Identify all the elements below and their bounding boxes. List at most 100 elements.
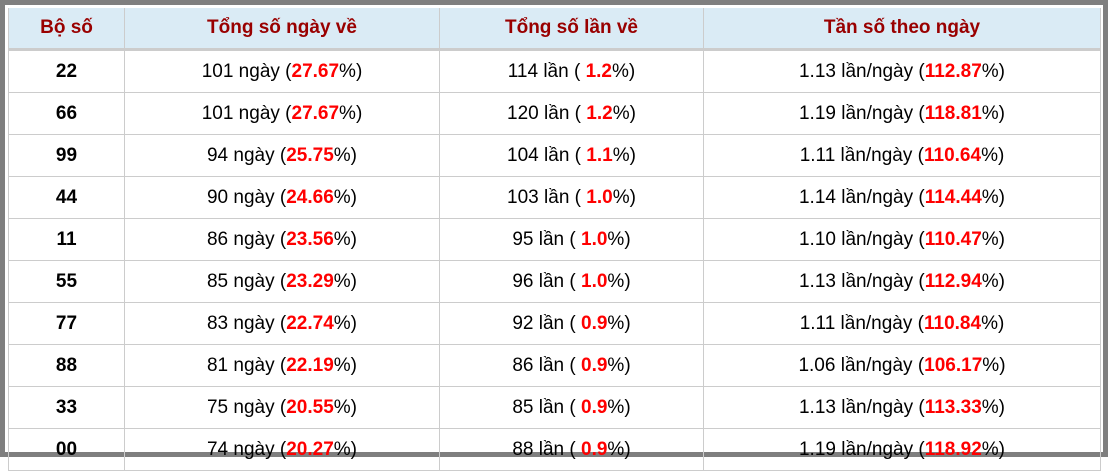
tan-so-pct: 110.84: [924, 312, 982, 334]
stats-table: Bộ số Tổng số ngày về Tổng số lần về Tần…: [8, 8, 1101, 471]
lan-pct: 1.0: [581, 270, 608, 292]
tan-so-cell: 1.14 lần/ngày (114.44%): [703, 176, 1101, 219]
lan-pct: 0.9: [581, 438, 608, 460]
ngay-cell: 101 ngày (27.67%): [124, 49, 440, 93]
lan-cell: 103 lần ( 1.0%): [439, 176, 704, 219]
ngay-pct: 20.27: [286, 438, 334, 460]
header-row: Bộ số Tổng số ngày về Tổng số lần về Tần…: [8, 8, 1101, 51]
table-row: 99 94 ngày (25.75%) 104 lần ( 1.1%) 1.11 lầ…: [8, 134, 1101, 177]
ngay-cell: 94 ngày (25.75%): [124, 134, 440, 177]
ngay-pct: 22.19: [286, 354, 334, 376]
lan-cell: 85 lần ( 0.9%): [439, 386, 704, 429]
lan-count: 88: [512, 438, 534, 460]
ngay-count: 90: [206, 186, 229, 208]
tan-so-pct: 114.44: [924, 186, 982, 208]
lan-cell: 114 lần ( 1.2%): [439, 49, 704, 93]
lan-count: 92: [512, 312, 534, 334]
table-row: 88 81 ngày (22.19%) 86 lần ( 0.9%) 1.06 lần…: [8, 344, 1101, 387]
tan-so-pct: 118.92: [924, 438, 982, 460]
tan-so-cell: 1.13 lần/ngày (112.87%): [703, 49, 1101, 93]
bo-so-cell: 22: [8, 49, 125, 93]
ngay-pct: 24.66: [286, 186, 334, 208]
lan-cell: 96 lần ( 1.0%): [439, 260, 704, 303]
header-tan-so: Tần số theo ngày: [703, 8, 1101, 51]
lan-count: 103: [507, 186, 539, 208]
bo-so-cell: 33: [8, 386, 125, 429]
tan-so-cell: 1.19 lần/ngày (118.92%): [703, 428, 1101, 471]
lan-count: 96: [512, 270, 534, 292]
lan-pct: 1.0: [586, 186, 613, 208]
lan-pct: 0.9: [581, 312, 608, 334]
header-bo-so: Bộ số: [8, 8, 125, 51]
header-tong-so-ngay: Tổng số ngày về: [124, 8, 440, 51]
tan-so-cell: 1.06 lần/ngày (106.17%): [703, 344, 1101, 387]
tan-so-value: 1.10: [798, 228, 836, 250]
tan-so-value: 1.13: [798, 60, 836, 82]
tan-so-cell: 1.11 lần/ngày (110.84%): [703, 302, 1101, 345]
tan-so-pct: 113.33: [924, 396, 982, 418]
table-row: 77 83 ngày (22.74%) 92 lần ( 0.9%) 1.11 lần…: [8, 302, 1101, 345]
table-row: 22 101 ngày (27.67%) 114 lần ( 1.2%) 1.13 l…: [8, 49, 1101, 93]
header-tong-so-lan: Tổng số lần về: [439, 8, 704, 51]
ngay-cell: 75 ngày (20.55%): [124, 386, 440, 429]
tan-so-cell: 1.13 lần/ngày (113.33%): [703, 386, 1101, 429]
lan-pct: 1.1: [586, 144, 613, 166]
lan-pct: 0.9: [581, 396, 608, 418]
ngay-cell: 85 ngày (23.29%): [124, 260, 440, 303]
lan-cell: 92 lần ( 0.9%): [439, 302, 704, 345]
ngay-cell: 83 ngày (22.74%): [124, 302, 440, 345]
tan-so-value: 1.06: [798, 354, 836, 376]
tan-so-cell: 1.10 lần/ngày (110.47%): [703, 218, 1101, 261]
tan-so-value: 1.19: [798, 438, 836, 460]
ngay-count: 101: [201, 102, 234, 124]
ngay-cell: 81 ngày (22.19%): [124, 344, 440, 387]
tan-so-cell: 1.11 lần/ngày (110.64%): [703, 134, 1101, 177]
lan-count: 104: [507, 144, 539, 166]
ngay-pct: 23.56: [286, 228, 334, 250]
ngay-count: 81: [206, 354, 229, 376]
ngay-count: 86: [206, 228, 229, 250]
tan-so-pct: 110.47: [924, 228, 982, 250]
ngay-pct: 20.55: [286, 396, 334, 418]
tan-so-pct: 110.64: [924, 144, 982, 166]
table-row: 66 101 ngày (27.67%) 120 lần ( 1.2%) 1.19 l…: [8, 92, 1101, 135]
tan-so-value: 1.13: [798, 270, 836, 292]
ngay-cell: 101 ngày (27.67%): [124, 92, 440, 135]
tan-so-value: 1.14: [798, 186, 836, 208]
ngay-pct: 23.29: [286, 270, 334, 292]
lan-pct: 0.9: [581, 354, 608, 376]
tan-so-pct: 112.94: [924, 270, 982, 292]
bo-so-cell: 55: [8, 260, 125, 303]
tan-so-value: 1.11: [799, 144, 836, 166]
ngay-pct: 25.75: [286, 144, 334, 166]
lan-count: 86: [512, 354, 534, 376]
table-row: 44 90 ngày (24.66%) 103 lần ( 1.0%) 1.14 lầ…: [8, 176, 1101, 219]
lan-count: 120: [507, 102, 539, 124]
ngay-pct: 27.67: [291, 60, 340, 82]
tan-so-value: 1.19: [798, 102, 836, 124]
lan-count: 114: [507, 60, 539, 82]
ngay-count: 74: [206, 438, 229, 460]
tan-so-pct: 106.17: [924, 354, 983, 376]
ngay-count: 94: [206, 144, 229, 166]
ngay-cell: 86 ngày (23.56%): [124, 218, 440, 261]
bo-so-cell: 88: [8, 344, 125, 387]
lan-pct: 1.2: [585, 60, 612, 82]
ngay-cell: 74 ngày (20.27%): [124, 428, 440, 471]
lan-cell: 104 lần ( 1.1%): [439, 134, 704, 177]
lan-cell: 88 lần ( 0.9%): [439, 428, 704, 471]
table-row: 11 86 ngày (23.56%) 95 lần ( 1.0%) 1.10 lần…: [8, 218, 1101, 261]
table-row: 00 74 ngày (20.27%) 88 lần ( 0.9%) 1.19 lần…: [8, 428, 1101, 471]
ngay-pct: 27.67: [291, 102, 340, 124]
bo-so-cell: 00: [8, 428, 125, 471]
bo-so-cell: 44: [8, 176, 125, 219]
lan-cell: 120 lần ( 1.2%): [439, 92, 704, 135]
tan-so-value: 1.11: [799, 312, 836, 334]
lan-cell: 95 lần ( 1.0%): [439, 218, 704, 261]
ngay-count: 83: [206, 312, 229, 334]
lan-pct: 1.0: [581, 228, 608, 250]
ngay-count: 101: [201, 60, 234, 82]
bo-so-cell: 11: [8, 218, 125, 261]
ngay-pct: 22.74: [286, 312, 334, 334]
